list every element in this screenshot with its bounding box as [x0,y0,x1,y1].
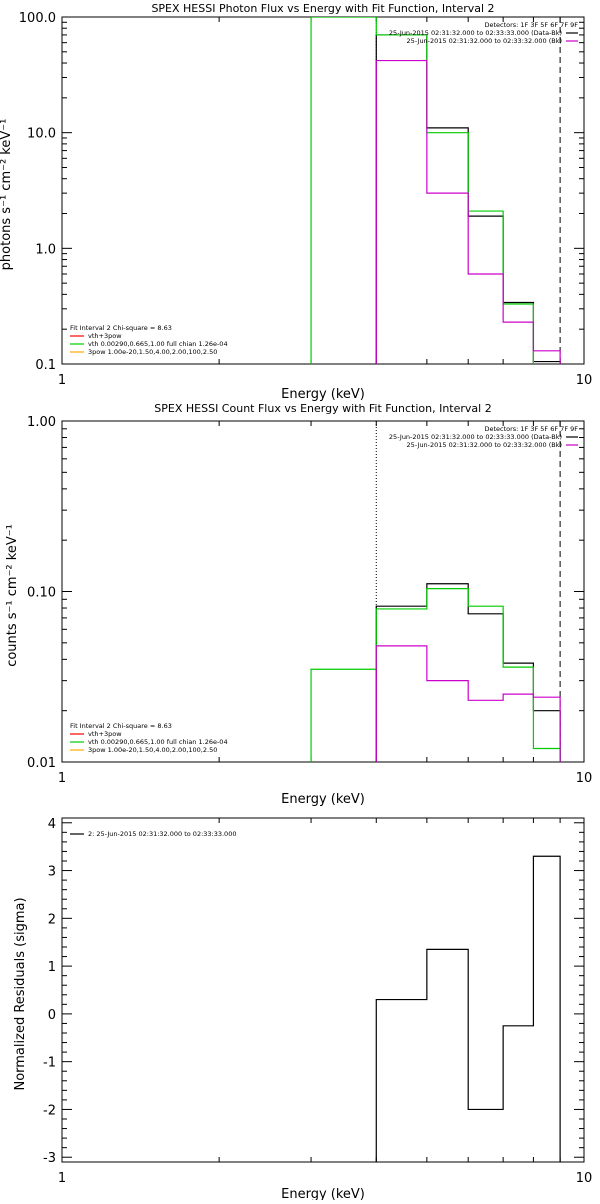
legend-right-entry: 25-Jun-2015 02:31:32.000 to 02:33:33.000… [389,29,562,37]
chart-title: SPEX HESSI Photon Flux vs Energy with Fi… [151,2,494,15]
series-line-bk [375,59,561,364]
legend-left-title: Fit Interval 2 Chi-square = 8.63 [70,324,172,332]
y-axis-label: counts s⁻¹ cm⁻² keV⁻¹ [5,524,20,667]
legend-right-entry: 25-Jun-2015 02:31:32.000 to 02:33:32.000… [407,441,562,449]
x-tick-label: 10 [576,373,593,388]
series-line-data-bk [375,583,561,762]
legend-left-entry: vth+3pow [88,730,122,738]
x-tick-label: 10 [576,1171,593,1186]
legend-left-entry: vth 0.00290,0.665,1.00 full chian 1.26e-… [88,738,228,746]
y-tick-label: 100.0 [19,11,56,26]
series-line-vth-3pow [310,17,535,364]
plot-frame [61,817,585,1163]
x-axis-label: Energy (keV) [281,387,365,402]
y-tick-label: 1.0 [35,242,56,257]
x-tick-label: 1 [58,1171,66,1186]
series-line-2-25-jun-2015-02-31-32-000-to-02-33-33-000 [375,855,561,1162]
legend-right-entry: 25-Jun-2015 02:31:32.000 to 02:33:32.000… [407,37,562,45]
y-tick-label: -2 [43,1103,56,1118]
y-tick-label: -1 [43,1056,56,1071]
y-tick-label: 2 [48,912,56,927]
legend-left-entry: 3pow 1.00e-20,1.50,4.00,2.00,100,2.50 [88,746,217,754]
legend-right-entry: 25-Jun-2015 02:31:32.000 to 02:33:33.000… [389,433,562,441]
x-axis-label: Energy (keV) [281,1187,365,1200]
y-axis-label: Normalized Residuals (sigma) [13,897,28,1090]
series-group [310,583,561,762]
y-tick-label: -3 [43,1151,56,1166]
legend-right-title: Detectors: 1F 3F 5F 6F 7F 9F [484,21,578,29]
legend-left-entry: 2: 25-Jun-2015 02:31:32.000 to 02:33:33.… [88,830,236,838]
y-tick-label: 0.1 [35,358,56,373]
y-tick-label: 0.10 [27,586,56,601]
plot-frame [61,420,585,763]
series-line-vth-3pow [310,587,561,762]
y-tick-label: 1 [48,960,56,975]
chart-panel-1: SPEX HESSI Photon Flux vs Energy with Fi… [0,2,592,402]
y-tick-label: 0 [48,1008,56,1023]
y-tick-label: 3 [48,865,56,880]
series-group [310,17,561,364]
y-axis-label: photons s⁻¹ cm⁻² keV⁻¹ [0,119,14,271]
x-tick-label: 1 [58,373,66,388]
y-tick-label: 10.0 [27,127,56,142]
series-group [375,855,561,1162]
legend-right-title: Detectors: 1F 3F 5F 6F 7F 9F [484,425,578,433]
legend-left-entry: vth 0.00290,0.665,1.00 full chian 1.26e-… [88,340,228,348]
x-tick-label: 10 [576,771,593,786]
x-tick-label: 1 [58,771,66,786]
x-axis-label: Energy (keV) [281,792,365,807]
chart-title: SPEX HESSI Count Flux vs Energy with Fit… [154,402,491,415]
y-tick-label: 1.00 [27,415,56,430]
y-tick-label: 4 [48,817,56,832]
chart-panel-2: SPEX HESSI Count Flux vs Energy with Fit… [5,402,592,807]
legend-left-title: Fit Interval 2 Chi-square = 8.63 [70,722,172,730]
series-line-bk [375,645,561,762]
legend-left-entry: 3pow 1.00e-20,1.50,4.00,2.00,100,2.50 [88,348,217,356]
legend-left-entry: vth+3pow [88,332,122,340]
y-tick-label: 0.01 [27,756,56,771]
plot-frame [61,16,585,365]
